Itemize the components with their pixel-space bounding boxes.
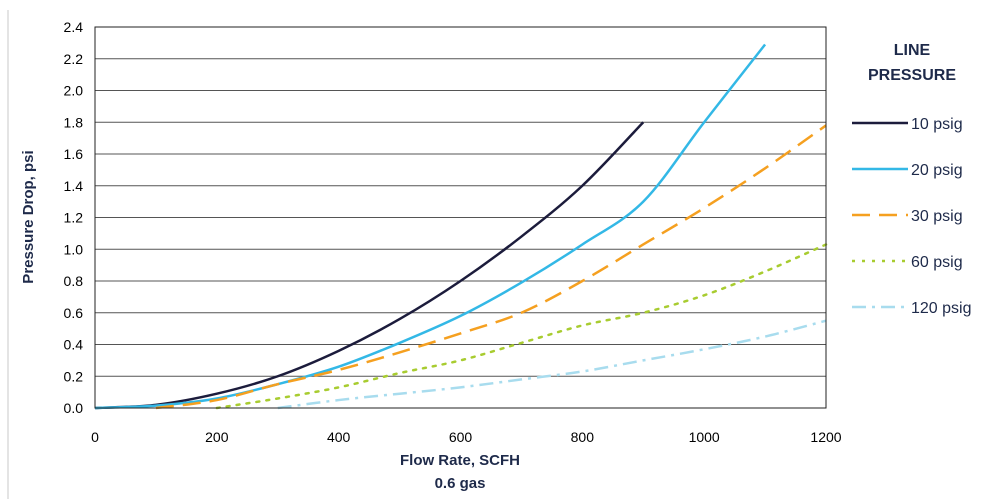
y-tick-label: 2.0 bbox=[64, 83, 84, 99]
plot-area-border bbox=[94, 26, 827, 409]
legend-label: 10 psig bbox=[911, 116, 963, 133]
y-tick-label: 0.0 bbox=[64, 400, 84, 416]
x-tick-label: 200 bbox=[205, 429, 229, 445]
x-tick-label: 800 bbox=[571, 429, 595, 445]
series-line-10-psig bbox=[94, 121, 645, 410]
legend-title-line1: LINE bbox=[894, 42, 931, 59]
x-tick-label: 0 bbox=[91, 429, 99, 445]
y-tick-label: 2.2 bbox=[64, 51, 84, 67]
legend-label: 30 psig bbox=[911, 208, 963, 225]
y-tick-label: 0.6 bbox=[64, 305, 84, 321]
y-tick-label: 1.6 bbox=[64, 146, 84, 162]
series-line-60-psig bbox=[215, 243, 828, 410]
y-tick-label: 1.0 bbox=[64, 241, 84, 257]
legend-label: 60 psig bbox=[911, 254, 963, 271]
x-tick-label: 400 bbox=[327, 429, 351, 445]
y-tick-label: 1.4 bbox=[64, 178, 84, 194]
x-tick-label: 1000 bbox=[689, 429, 720, 445]
x-tick-label: 1200 bbox=[810, 429, 841, 445]
legend: 10 psig 20 psig 30 psig 60 psig 120 psig bbox=[852, 116, 972, 317]
y-tick-label: 2.4 bbox=[64, 19, 84, 35]
y-tick-label: 0.4 bbox=[64, 337, 84, 353]
legend-label: 120 psig bbox=[911, 300, 972, 317]
y-axis-title: Pressure Drop, psi bbox=[20, 150, 37, 283]
y-tick-labels: 0.0 0.2 0.4 0.6 0.8 1.0 1.2 1.4 1.6 1.8 2.0 2.2 2.4 bbox=[64, 19, 84, 416]
x-tick-label: 600 bbox=[449, 429, 473, 445]
legend-label: 20 psig bbox=[911, 162, 963, 179]
legend-title-line2: PRESSURE bbox=[868, 67, 956, 84]
y-tick-label: 0.2 bbox=[64, 368, 84, 384]
x-axis-subtitle: 0.6 gas bbox=[435, 475, 486, 492]
series-line-30-psig bbox=[155, 124, 827, 410]
series-layer bbox=[94, 43, 828, 410]
y-tick-label: 1.8 bbox=[64, 114, 84, 130]
x-tick-labels: 0 200 400 600 800 1000 1200 bbox=[91, 429, 842, 445]
y-tick-label: 0.8 bbox=[64, 273, 84, 289]
x-axis-title: Flow Rate, SCFH bbox=[400, 452, 520, 469]
series-line-120-psig bbox=[277, 319, 827, 410]
series-line-20-psig bbox=[94, 43, 767, 410]
y-tick-label: 1.2 bbox=[64, 210, 84, 226]
